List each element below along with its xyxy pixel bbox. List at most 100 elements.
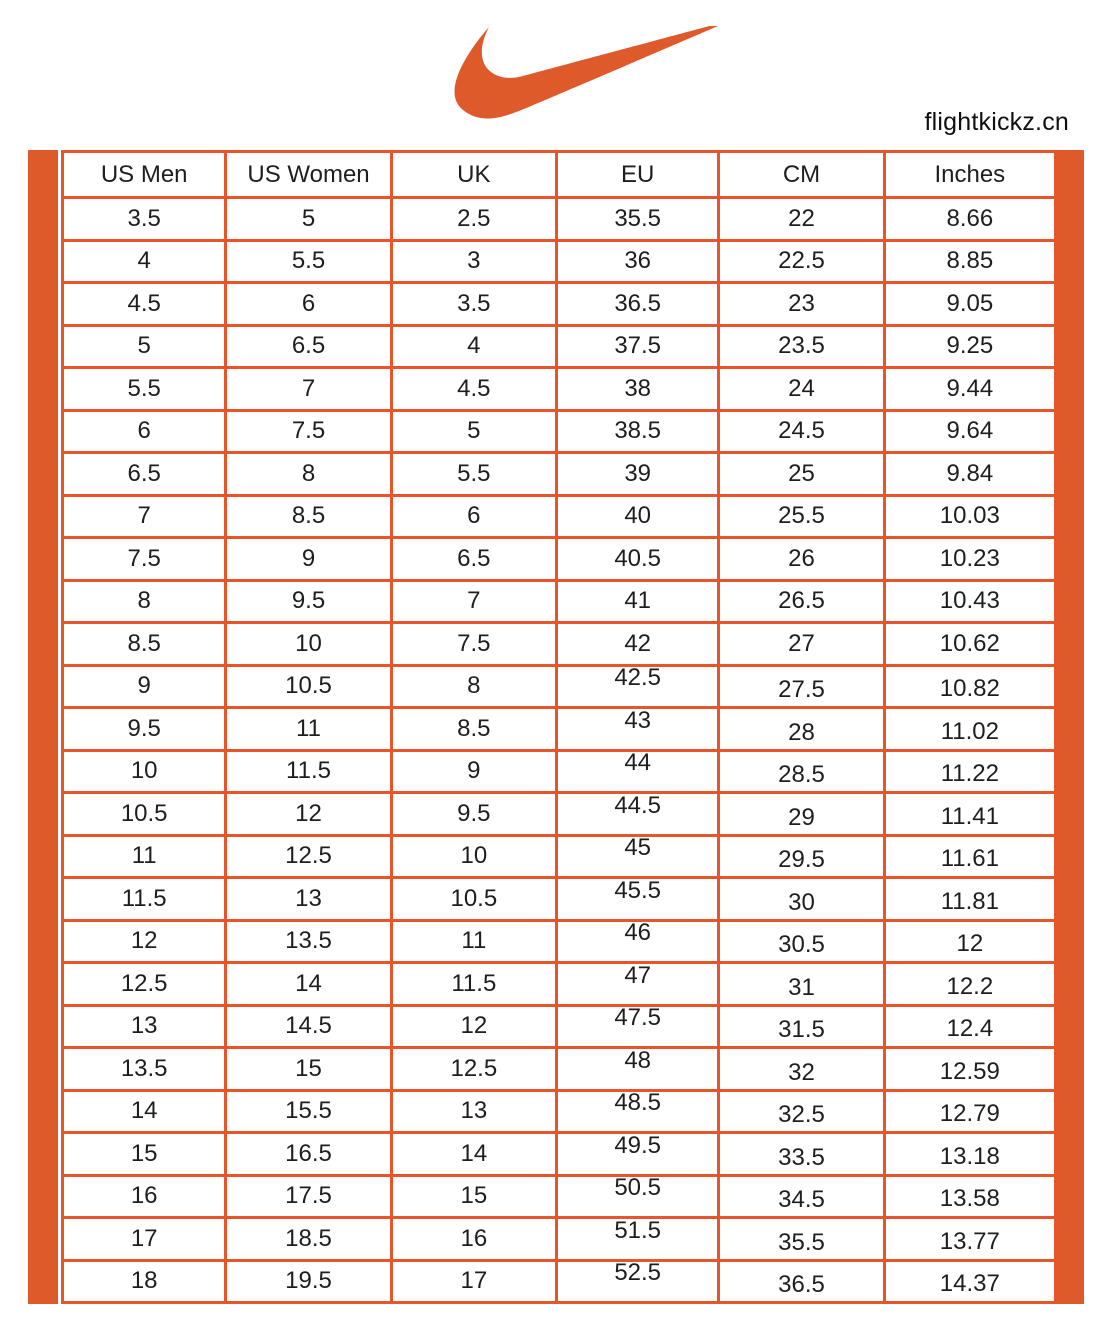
cell-us-men: 10.5 [60, 791, 228, 837]
cell-eu: 45.5 [554, 876, 721, 922]
cell-us-men: 13.5 [60, 1046, 228, 1092]
cell-eu: 43 [554, 706, 721, 752]
table-row: 8.5 10 7.5 42 27 10.62 [60, 621, 1058, 667]
column-header-uk: UK [389, 150, 559, 199]
cell-uk: 6 [389, 493, 559, 539]
cell-us-men: 7 [60, 493, 228, 539]
table-row: 16 17.5 15 50.5 34.5 13.58 [60, 1173, 1058, 1219]
cell-uk: 7.5 [389, 621, 559, 667]
cell-us-men: 8 [60, 578, 228, 624]
cell-uk: 8.5 [389, 706, 559, 752]
cell-eu: 37.5 [554, 323, 721, 369]
table-row: 12.5 14 11.5 47 31 12.2 [60, 961, 1058, 1007]
cell-inches: 10.82 [882, 663, 1058, 709]
cell-us-men: 9 [60, 663, 228, 709]
cell-uk: 6.5 [389, 536, 559, 582]
cell-us-men: 11.5 [60, 876, 228, 922]
cell-us-men: 4 [60, 238, 228, 284]
cell-us-women: 15.5 [224, 1088, 393, 1134]
cell-us-women: 5.5 [224, 238, 393, 284]
cell-us-women: 19.5 [224, 1258, 393, 1304]
cell-eu: 35.5 [554, 196, 721, 242]
cell-inches: 9.05 [882, 281, 1058, 327]
cell-eu: 51.5 [554, 1216, 721, 1262]
cell-us-women: 7 [224, 366, 393, 412]
table-row: 9.5 11 8.5 43 28 11.02 [60, 706, 1058, 752]
cell-eu: 38 [554, 366, 721, 412]
table-row: 5.5 7 4.5 38 24 9.44 [60, 366, 1058, 412]
cell-us-women: 12 [224, 791, 393, 837]
cell-us-men: 15 [60, 1131, 228, 1177]
cell-eu: 47 [554, 961, 721, 1007]
cell-us-women: 18.5 [224, 1216, 393, 1262]
cell-inches: 11.81 [882, 876, 1058, 922]
cell-us-women: 11 [224, 706, 393, 752]
table-row: 7 8.5 6 40 25.5 10.03 [60, 493, 1058, 539]
cell-us-men: 3.5 [60, 196, 228, 242]
right-accent-bar [1057, 150, 1084, 1304]
cell-cm: 30 [717, 876, 886, 922]
cell-cm: 31 [717, 961, 886, 1007]
cell-uk: 2.5 [389, 196, 559, 242]
cell-us-women: 6.5 [224, 323, 393, 369]
cell-uk: 5 [389, 408, 559, 454]
cell-inches: 9.25 [882, 323, 1058, 369]
cell-us-men: 11 [60, 833, 228, 879]
cell-cm: 28.5 [717, 748, 886, 794]
cell-uk: 12.5 [389, 1046, 559, 1092]
cell-us-women: 8.5 [224, 493, 393, 539]
cell-eu: 41 [554, 578, 721, 624]
cell-eu: 38.5 [554, 408, 721, 454]
cell-us-women: 15 [224, 1046, 393, 1092]
cell-uk: 16 [389, 1216, 559, 1262]
cell-uk: 4 [389, 323, 559, 369]
table-row: 11 12.5 10 45 29.5 11.61 [60, 833, 1058, 879]
cell-us-men: 5 [60, 323, 228, 369]
cell-us-men: 12.5 [60, 961, 228, 1007]
column-header-us-women: US Women [224, 150, 393, 199]
cell-cm: 33.5 [717, 1131, 886, 1177]
table-row: 9 10.5 8 42.5 27.5 10.82 [60, 663, 1058, 709]
cell-us-women: 10.5 [224, 663, 393, 709]
table-row: 12 13.5 11 46 30.5 12 [60, 918, 1058, 964]
cell-inches: 12.59 [882, 1046, 1058, 1092]
cell-eu: 44.5 [554, 791, 721, 837]
cell-inches: 11.22 [882, 748, 1058, 794]
table-row: 15 16.5 14 49.5 33.5 13.18 [60, 1131, 1058, 1177]
cell-cm: 34.5 [717, 1173, 886, 1219]
cell-uk: 10.5 [389, 876, 559, 922]
size-table-body: 3.5 5 2.5 35.5 22 8.66 4 5.5 3 36 22.5 8.85 4.5 6 3.5 3… [60, 196, 1058, 1304]
cell-cm: 27.5 [717, 663, 886, 709]
cell-inches: 8.85 [882, 238, 1058, 284]
cell-cm: 29 [717, 791, 886, 837]
cell-eu: 50.5 [554, 1173, 721, 1219]
cell-inches: 10.43 [882, 578, 1058, 624]
size-conversion-table: US Men US Women UK EU CM Inches 3.5 5 2.5 3… [60, 150, 1058, 1304]
size-chart: US Men US Women UK EU CM Inches 3.5 5 2.5 3… [28, 150, 1084, 1304]
cell-eu: 45 [554, 833, 721, 879]
column-header-us-men: US Men [60, 150, 228, 199]
cell-cm: 24.5 [717, 408, 886, 454]
cell-uk: 5.5 [389, 451, 559, 497]
cell-eu: 52.5 [554, 1258, 721, 1304]
table-row: 11.5 13 10.5 45.5 30 11.81 [60, 876, 1058, 922]
cell-cm: 36.5 [717, 1258, 886, 1304]
cell-us-women: 9.5 [224, 578, 393, 624]
cell-inches: 9.64 [882, 408, 1058, 454]
cell-uk: 4.5 [389, 366, 559, 412]
cell-cm: 29.5 [717, 833, 886, 879]
column-header-cm: CM [717, 150, 886, 199]
cell-uk: 8 [389, 663, 559, 709]
cell-inches: 12.79 [882, 1088, 1058, 1134]
cell-uk: 11.5 [389, 961, 559, 1007]
cell-us-women: 6 [224, 281, 393, 327]
cell-inches: 14.37 [882, 1258, 1058, 1304]
cell-us-men: 9.5 [60, 706, 228, 752]
cell-us-men: 14 [60, 1088, 228, 1134]
cell-cm: 26 [717, 536, 886, 582]
cell-cm: 28 [717, 706, 886, 752]
cell-us-men: 18 [60, 1258, 228, 1304]
cell-inches: 11.41 [882, 791, 1058, 837]
table-row: 13.5 15 12.5 48 32 12.59 [60, 1046, 1058, 1092]
table-row: 18 19.5 17 52.5 36.5 14.37 [60, 1258, 1058, 1304]
